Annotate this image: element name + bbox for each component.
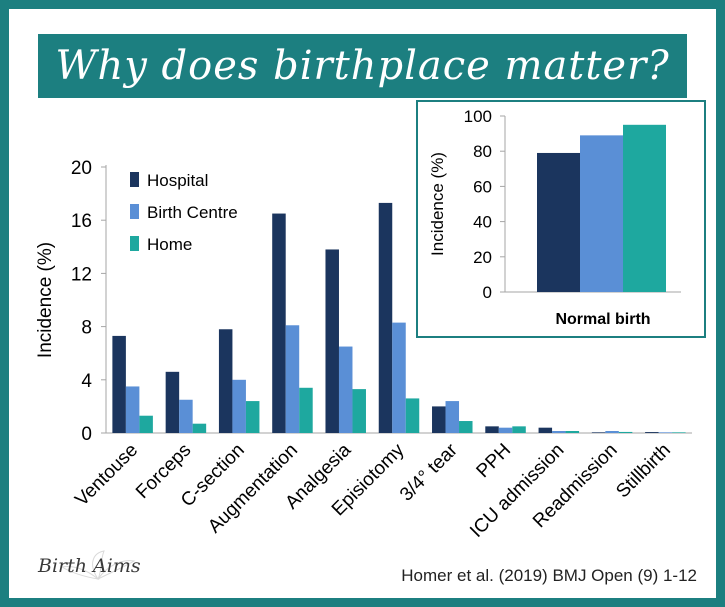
y-tick-label: 8 <box>81 318 92 339</box>
bar-episiotomy-home <box>405 398 420 433</box>
citation-text: Homer et al. (2019) BMJ Open (9) 1-12 <box>401 566 697 585</box>
bar-analgesia-birth-centre <box>338 346 353 433</box>
inset-y-tick-label: 100 <box>464 107 492 126</box>
bar-forceps-home <box>192 423 207 433</box>
y-tick-label: 16 <box>71 211 92 232</box>
inset-y-tick-label: 0 <box>483 283 492 302</box>
bar-ventouse-birth-centre <box>125 386 140 433</box>
logo-text: Birth Aims <box>38 555 141 577</box>
page-title: Why does birthplace matter? <box>55 43 670 89</box>
bar-readmission-hospital <box>591 432 606 433</box>
bar-analgesia-home <box>352 389 366 433</box>
y-axis-label: Incidence (%) <box>35 242 56 358</box>
legend-label: Birth Centre <box>147 203 238 222</box>
x-tick-label: PPH <box>473 440 515 482</box>
legend-swatch-birth-centre <box>130 204 139 219</box>
inset-y-axis-label: Incidence (%) <box>428 152 447 256</box>
bar-pph-hospital <box>485 426 499 433</box>
bar-stillbirth-birth-centre <box>658 432 673 433</box>
y-tick-label: 20 <box>71 158 92 179</box>
bar-forceps-hospital <box>165 371 180 433</box>
bar-c-section-birth-centre <box>232 379 246 433</box>
bar-icu-admission-birth-centre <box>552 431 566 433</box>
y-tick-label: 12 <box>71 264 92 285</box>
bar-episiotomy-hospital <box>378 202 393 433</box>
legend-swatch-home <box>130 236 139 251</box>
inset-bar-home <box>623 124 666 292</box>
inset-bar-chart: 0 20 40 60 80 100 Incidence (%) Normal birth <box>416 100 706 338</box>
inset-bar-hospital <box>537 152 580 292</box>
bar-readmission-birth-centre <box>605 431 619 433</box>
bar-c-section-hospital <box>218 329 233 433</box>
bar-ventouse-home <box>139 415 153 433</box>
bar-analgesia-hospital <box>325 249 339 433</box>
bar-readmission-home <box>618 431 633 433</box>
legend-label: Home <box>147 235 192 254</box>
bar-augmentation-birth-centre <box>285 325 300 433</box>
bar-pph-home <box>512 426 526 433</box>
bar-augmentation-hospital <box>272 213 286 433</box>
logo-flower-icon <box>60 550 136 580</box>
bar-icu-admission-hospital <box>538 427 553 433</box>
bar-c-section-home <box>245 401 260 433</box>
bar-ventouse-hospital <box>112 335 126 433</box>
bar-icu-admission-home <box>565 431 580 433</box>
x-tick-label: ICU admission <box>466 440 568 542</box>
bar-augmentation-home <box>299 387 313 433</box>
birth-aims-logo: Birth Aims <box>38 549 158 583</box>
legend-label: Hospital <box>147 171 208 190</box>
bar-stillbirth-home <box>672 432 686 433</box>
bar-stillbirth-hospital <box>645 432 659 433</box>
inset-y-tick-label: 60 <box>473 177 492 196</box>
legend-swatch-hospital <box>130 172 139 187</box>
y-tick-label: 4 <box>81 371 92 392</box>
x-tick-label: 3/4° tear <box>396 439 462 505</box>
bar-3-4-tear-birth-centre <box>445 401 460 433</box>
bar-3-4-tear-home <box>459 421 473 433</box>
inset-y-tick-label: 20 <box>473 248 492 267</box>
title-banner: Why does birthplace matter? <box>38 34 687 98</box>
bar-episiotomy-birth-centre <box>392 322 406 433</box>
bar-pph-birth-centre <box>498 427 513 433</box>
bar-forceps-birth-centre <box>179 399 193 433</box>
x-tick-label: Stillbirth <box>612 440 675 503</box>
y-tick-label: 0 <box>81 424 92 445</box>
x-tick-label: Ventouse <box>71 440 142 511</box>
inset-x-label: Normal birth <box>555 311 650 328</box>
inset-y-tick-label: 80 <box>473 142 492 161</box>
inset-bar-birth-centre <box>580 135 623 292</box>
bar-3-4-tear-hospital <box>432 406 446 433</box>
inset-y-tick-label: 40 <box>473 213 492 232</box>
